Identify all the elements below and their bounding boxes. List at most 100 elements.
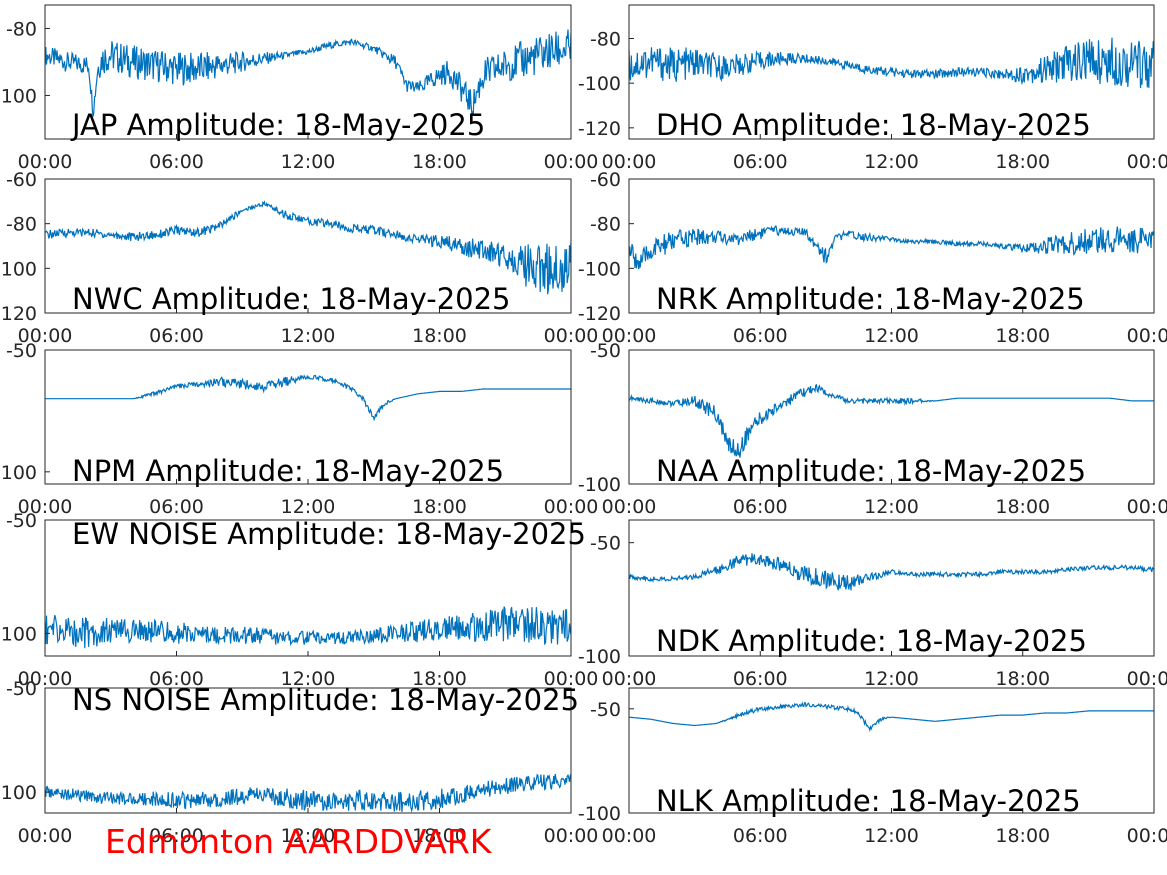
x-tick-label: 06:00 <box>149 151 204 173</box>
x-tick-label: 18:00 <box>412 496 467 518</box>
amplitude-panel: 00:00 06:00 12:00 18:00 00:00 -60 -80 100 120 NWC… <box>1 169 599 347</box>
amplitude-panel: 00:00 06:00 12:00 18:00 00:00 -80 100 JAP Ampli… <box>1 4 599 173</box>
x-tick-label: 06:00 <box>733 825 788 847</box>
y-tick-label: -100 <box>578 258 621 280</box>
amplitude-series-line <box>629 701 1154 733</box>
x-tick-label: 12:00 <box>281 151 336 173</box>
amplitude-panel: 00:00 06:00 12:00 18:00 00:00 -50 100 NS NOISE … <box>1 678 599 847</box>
y-tick-label: -100 <box>578 474 621 496</box>
amplitude-series-line <box>629 225 1154 270</box>
x-tick-label: 00:00 <box>18 496 73 518</box>
y-tick-label: -100 <box>578 73 621 95</box>
panel-title: NAA Amplitude: 18-May-2025 <box>656 454 1086 488</box>
y-tick-label: -50 <box>6 678 37 700</box>
amplitude-series-line <box>45 200 571 295</box>
y-tick-label: -50 <box>6 510 37 532</box>
station-caption: Edmonton AARDDVARK <box>105 822 493 861</box>
x-tick-label: 18:00 <box>412 668 467 690</box>
panel-title: NWC Amplitude: 18-May-2025 <box>72 282 511 316</box>
y-tick-label: -50 <box>590 533 621 555</box>
x-tick-label: 18:00 <box>412 325 467 347</box>
x-tick-label: 06:00 <box>733 496 788 518</box>
y-tick-label: -60 <box>590 169 621 191</box>
x-tick-label: 06:00 <box>149 496 204 518</box>
amplitude-panel: 00:00 06:00 12:00 18:00 00:00 -50 -100 NAA Ampl… <box>578 340 1167 518</box>
x-tick-label: 12:00 <box>864 151 919 173</box>
x-tick-label: 12:00 <box>864 825 919 847</box>
y-tick-label: -120 <box>578 118 621 140</box>
x-tick-label: 00:00 <box>544 325 599 347</box>
panel-title: NLK Amplitude: 18-May-2025 <box>656 784 1081 818</box>
amplitude-series-line <box>45 29 571 117</box>
amplitude-panel: 00:00 06:00 12:00 18:00 00:00 -60 -80 -100 -120 N… <box>578 169 1167 347</box>
x-tick-label: 00:00 <box>1127 151 1167 173</box>
panel-title: JAP Amplitude: 18-May-2025 <box>70 108 485 142</box>
amplitude-series-line <box>629 383 1154 458</box>
y-tick-label: -100 <box>578 646 621 668</box>
amplitude-panel: 00:00 06:00 12:00 18:00 00:00 -50 -100 NLK Ampl… <box>578 687 1167 847</box>
panel-title: NDK Amplitude: 18-May-2025 <box>656 624 1087 658</box>
x-tick-label: 00:00 <box>18 151 73 173</box>
amplitude-series-line <box>45 773 571 813</box>
x-tick-label: 18:00 <box>995 151 1050 173</box>
panel-title: DHO Amplitude: 18-May-2025 <box>656 108 1091 142</box>
x-tick-label: 06:00 <box>733 668 788 690</box>
x-tick-label: 18:00 <box>995 325 1050 347</box>
amplitude-panel: 00:00 06:00 12:00 18:00 00:00 -50 -100 NDK Ampl… <box>578 519 1167 690</box>
y-tick-label: -120 <box>578 303 621 325</box>
x-tick-label: 00:00 <box>18 325 73 347</box>
x-tick-label: 18:00 <box>995 825 1050 847</box>
y-tick-label: -100 <box>578 803 621 825</box>
y-tick-label: -60 <box>6 169 37 191</box>
panel-title: NPM Amplitude: 18-May-2025 <box>72 454 504 488</box>
x-tick-label: 12:00 <box>281 825 336 847</box>
x-tick-label: 00:00 <box>18 825 73 847</box>
y-tick-label: 100 <box>1 462 37 484</box>
amplitude-series-line <box>45 606 571 649</box>
y-tick-label: -50 <box>590 699 621 721</box>
x-tick-label: 06:00 <box>733 325 788 347</box>
x-tick-label: 00:00 <box>544 496 599 518</box>
x-tick-label: 12:00 <box>864 325 919 347</box>
y-tick-label: -80 <box>590 29 621 51</box>
x-tick-label: 00:00 <box>544 825 599 847</box>
amplitude-panel: 00:00 06:00 12:00 18:00 00:00 -50 100 EW NOISE … <box>1 510 599 690</box>
x-tick-label: 00:00 <box>1127 496 1167 518</box>
x-tick-label: 12:00 <box>864 496 919 518</box>
amplitude-panel: 00:00 06:00 12:00 18:00 00:00 -50 100 NPM Ampli… <box>1 340 599 518</box>
amplitude-series-line <box>45 374 571 422</box>
x-tick-label: 00:00 <box>602 668 657 690</box>
y-tick-label: 100 <box>1 258 37 280</box>
y-tick-label: -80 <box>6 18 37 40</box>
amplitude-series-line <box>629 553 1154 591</box>
x-tick-label: 00:00 <box>544 668 599 690</box>
y-tick-label: -50 <box>6 340 37 362</box>
x-tick-label: 18:00 <box>995 668 1050 690</box>
y-tick-label: 100 <box>1 85 37 107</box>
x-tick-label: 06:00 <box>149 668 204 690</box>
x-tick-label: 00:00 <box>1127 325 1167 347</box>
x-tick-label: 00:00 <box>544 151 599 173</box>
panel-title: NS NOISE Amplitude: 18-May-2025 <box>72 683 579 717</box>
x-tick-label: 18:00 <box>412 825 467 847</box>
y-tick-label: -80 <box>6 214 37 236</box>
x-tick-label: 18:00 <box>995 496 1050 518</box>
x-tick-label: 00:00 <box>1127 668 1167 690</box>
amplitude-series-line <box>629 37 1154 89</box>
y-tick-label: -50 <box>590 340 621 362</box>
x-tick-label: 00:00 <box>602 325 657 347</box>
x-tick-label: 00:00 <box>1127 825 1167 847</box>
y-tick-label: 120 <box>1 303 37 325</box>
x-tick-label: 12:00 <box>281 496 336 518</box>
x-tick-label: 06:00 <box>149 325 204 347</box>
y-tick-label: -80 <box>590 214 621 236</box>
x-tick-label: 12:00 <box>864 668 919 690</box>
panel-title: NRK Amplitude: 18-May-2025 <box>656 282 1085 316</box>
x-tick-label: 12:00 <box>281 668 336 690</box>
x-tick-label: 06:00 <box>733 151 788 173</box>
y-tick-label: 100 <box>1 623 37 645</box>
x-tick-label: 00:00 <box>602 825 657 847</box>
x-tick-label: 00:00 <box>18 668 73 690</box>
amplitude-panel: 00:00 06:00 12:00 18:00 00:00 -80 -100 -120 DHO … <box>578 4 1167 173</box>
